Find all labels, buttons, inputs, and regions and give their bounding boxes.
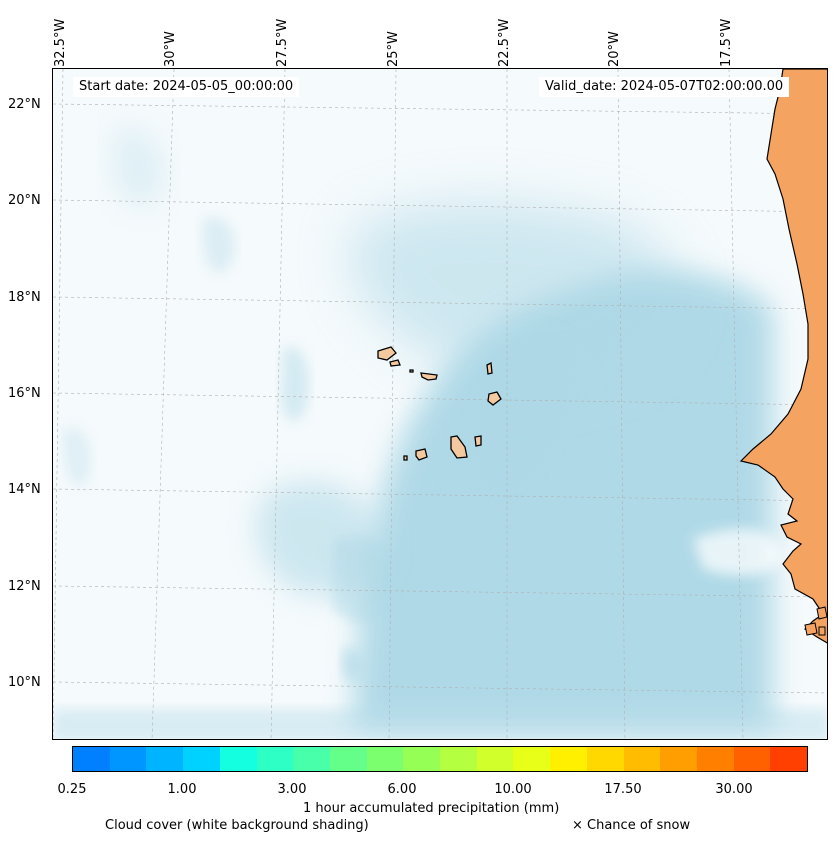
cloud-cover-layer bbox=[53, 69, 827, 739]
lat-label: 20°N bbox=[8, 193, 41, 208]
colorbar-segment bbox=[476, 747, 514, 771]
lon-label: 22.5°W bbox=[497, 18, 512, 67]
colorbar-segment bbox=[146, 747, 184, 771]
colorbar-segment bbox=[586, 747, 624, 771]
colorbar-label: 1 hour accumulated precipitation (mm) bbox=[303, 801, 560, 816]
colorbar-tick: 1.00 bbox=[167, 782, 197, 797]
lon-label: 32.5°W bbox=[53, 18, 68, 67]
map-canvas bbox=[53, 69, 827, 739]
lat-label: 14°N bbox=[8, 482, 41, 497]
precipitation-colorbar bbox=[72, 746, 808, 772]
colorbar-segment bbox=[733, 747, 771, 771]
lon-label: 17.5°W bbox=[719, 18, 734, 67]
colorbar-segment bbox=[329, 747, 367, 771]
start-date-label: Start date: 2024-05-05_00:00:00 bbox=[73, 77, 300, 97]
sao-nicolau-island bbox=[420, 372, 438, 381]
lat-label: 10°N bbox=[8, 675, 41, 690]
africa-land bbox=[739, 69, 827, 644]
santo-antao-island bbox=[377, 346, 397, 361]
colorbar-tick: 3.00 bbox=[277, 782, 307, 797]
colorbar-segment bbox=[403, 747, 441, 771]
lat-label: 22°N bbox=[8, 97, 41, 112]
boa-vista-island bbox=[487, 391, 502, 406]
colorbar-tick: 17.50 bbox=[604, 782, 642, 797]
colorbar-segment bbox=[440, 747, 477, 771]
colorbar-segment bbox=[293, 747, 330, 771]
lat-label: 16°N bbox=[8, 386, 41, 401]
graticule bbox=[53, 69, 827, 739]
sal-island bbox=[486, 361, 493, 375]
colorbar-segment bbox=[109, 747, 147, 771]
colorbar-tick: 6.00 bbox=[387, 782, 417, 797]
snow-legend: × Chance of snow bbox=[572, 818, 691, 833]
colorbar-segment bbox=[660, 747, 697, 771]
colorbar-segment bbox=[696, 747, 734, 771]
fogo-island bbox=[415, 448, 428, 461]
lat-label: 12°N bbox=[8, 579, 41, 594]
valid-date-label: Valid_date: 2024-05-07T02:00:00.00 bbox=[539, 77, 790, 97]
santiago-island bbox=[450, 435, 468, 459]
colorbar-segment bbox=[256, 747, 294, 771]
cloud-cover-legend: Cloud cover (white background shading) bbox=[105, 818, 369, 833]
colorbar-segment bbox=[513, 747, 551, 771]
brava-island bbox=[403, 455, 408, 461]
colorbar-segment bbox=[183, 747, 220, 771]
colorbar-segment bbox=[770, 747, 808, 771]
lon-label: 25°W bbox=[386, 31, 401, 67]
colorbar-segment bbox=[219, 747, 257, 771]
cape-verde-islands bbox=[377, 346, 502, 461]
lat-label: 18°N bbox=[8, 290, 41, 305]
colorbar-segment bbox=[366, 747, 404, 771]
lon-label: 30°W bbox=[163, 31, 178, 67]
santa-luzia-island bbox=[409, 369, 414, 373]
map-panel[interactable] bbox=[52, 68, 828, 740]
colorbar-tick: 10.00 bbox=[494, 782, 532, 797]
sao-vicente-island bbox=[389, 359, 401, 367]
colorbar-segment bbox=[73, 747, 110, 771]
colorbar-segment bbox=[550, 747, 587, 771]
lon-label: 20°W bbox=[607, 31, 622, 67]
maio-island bbox=[474, 435, 482, 447]
colorbar-tick: 30.00 bbox=[715, 782, 753, 797]
lon-label: 27.5°W bbox=[275, 18, 290, 67]
colorbar-tick: 0.25 bbox=[57, 782, 87, 797]
colorbar-segment bbox=[623, 747, 661, 771]
